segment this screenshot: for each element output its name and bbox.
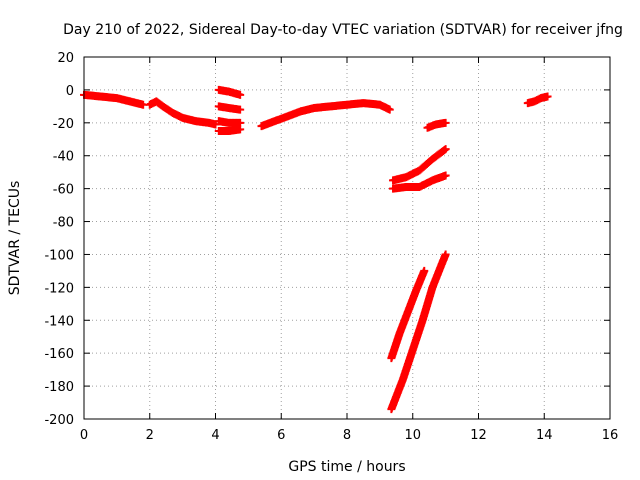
y-tick-label: -160: [44, 347, 74, 362]
data-point: [441, 250, 450, 259]
data-segment: [145, 97, 220, 129]
data-segment: [80, 90, 148, 109]
y-tick-label: 0: [66, 84, 74, 99]
data-segment: [523, 92, 552, 108]
y-tick-label: -140: [44, 314, 74, 329]
y-tick-label: -100: [44, 248, 74, 263]
data-point: [236, 105, 245, 114]
x-axis-ticks: 0 2 4 6 8 10 12 14 16: [80, 57, 618, 443]
data-segment: [214, 102, 245, 114]
x-tick-label: 12: [470, 428, 487, 443]
data-segment: [214, 85, 245, 99]
y-tick-label: -120: [44, 281, 74, 296]
data-point: [441, 145, 450, 154]
x-tick-label: 10: [404, 428, 421, 443]
x-tick-label: 8: [343, 428, 351, 443]
x-tick-label: 14: [536, 428, 553, 443]
data-point: [441, 171, 450, 180]
y-tick-label: -40: [53, 150, 74, 165]
data-point: [543, 92, 552, 101]
data-segment: [423, 118, 450, 132]
y-tick-label: -180: [44, 380, 74, 395]
y-tick-label: -20: [53, 117, 74, 132]
data-segment: [214, 125, 245, 136]
x-axis-label: GPS time / hours: [288, 459, 405, 475]
x-tick-label: 16: [602, 428, 619, 443]
y-tick-label: -60: [53, 183, 74, 198]
data-segment: [389, 171, 450, 193]
y-tick-label: -80: [53, 216, 74, 231]
data-point: [385, 105, 394, 114]
data-segment: [387, 250, 450, 414]
chart-title: Day 210 of 2022, Sidereal Day-to-day VTE…: [63, 22, 623, 38]
data-segment: [387, 266, 429, 363]
x-tick-label: 6: [277, 428, 285, 443]
grid-lines: [84, 57, 610, 419]
data-segment: [389, 145, 450, 185]
data-series: [80, 85, 552, 414]
x-tick-label: 0: [80, 428, 88, 443]
y-tick-label: 20: [57, 51, 74, 66]
data-segment: [257, 99, 394, 131]
data-point: [236, 90, 245, 99]
data-point: [441, 118, 450, 127]
y-tick-label: -200: [44, 413, 74, 428]
x-tick-label: 4: [211, 428, 219, 443]
data-point: [236, 125, 245, 134]
y-axis-label: SDTVAR / TECUs: [7, 181, 23, 296]
data-point: [420, 266, 429, 275]
y-axis-ticks: 20 0 -20 -40 -60 -80 -100 -120 -140 -160 -180 -200: [44, 51, 610, 428]
x-tick-label: 2: [146, 428, 154, 443]
data-segment: [214, 117, 245, 127]
